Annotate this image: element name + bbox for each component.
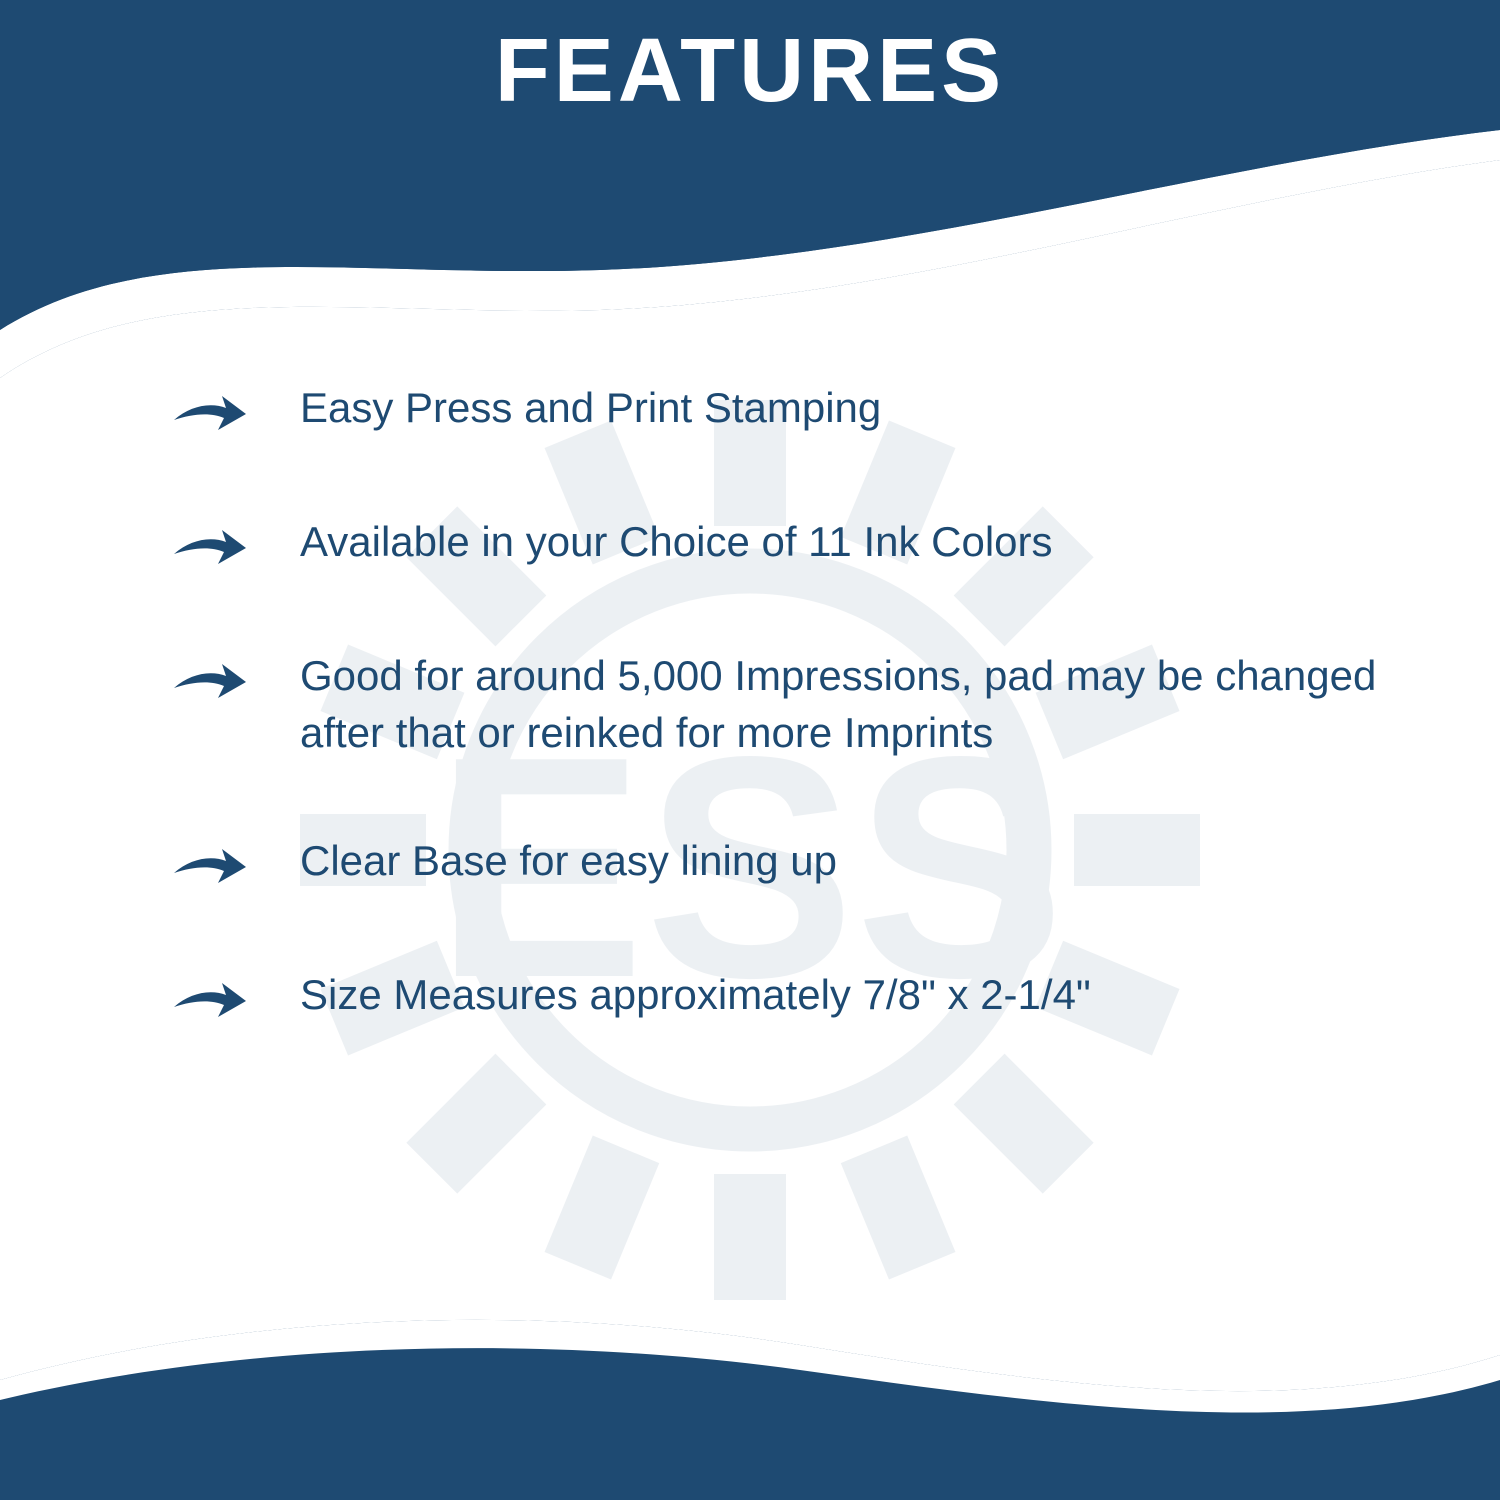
arrow-right-icon: [170, 973, 250, 1029]
feature-text: Easy Press and Print Stamping: [300, 380, 881, 437]
feature-text: Available in your Choice of 11 Ink Color…: [300, 514, 1053, 571]
feature-text: Clear Base for easy lining up: [300, 833, 837, 890]
page-title: FEATURES: [0, 20, 1500, 123]
feature-text: Size Measures approximately 7/8" x 2-1/4…: [300, 967, 1091, 1024]
arrow-right-icon: [170, 654, 250, 710]
arrow-right-icon: [170, 520, 250, 576]
list-item: Easy Press and Print Stamping: [170, 380, 1400, 442]
list-item: Clear Base for easy lining up: [170, 833, 1400, 895]
feature-list: Easy Press and Print Stamping Available …: [170, 380, 1400, 1029]
list-item: Available in your Choice of 11 Ink Color…: [170, 514, 1400, 576]
arrow-right-icon: [170, 386, 250, 442]
infographic-canvas: FEATURES: [0, 0, 1500, 1500]
arrow-right-icon: [170, 839, 250, 895]
list-item: Size Measures approximately 7/8" x 2-1/4…: [170, 967, 1400, 1029]
feature-text: Good for around 5,000 Impressions, pad m…: [300, 648, 1400, 761]
list-item: Good for around 5,000 Impressions, pad m…: [170, 648, 1400, 761]
